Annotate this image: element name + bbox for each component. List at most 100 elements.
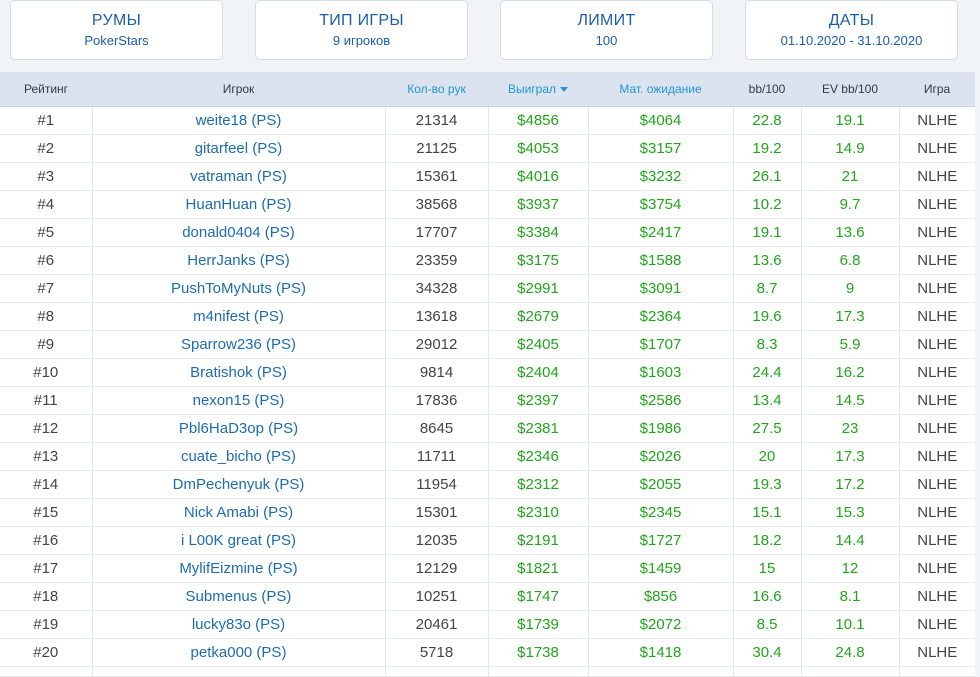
filter-limit[interactable]: ЛИМИТ 100 <box>500 0 713 60</box>
hands-cell: 15361 <box>385 162 489 191</box>
table-row[interactable]: #1 weite18 (PS) 21314 $4856 $4064 22.8 19.1 NLH… <box>0 106 975 135</box>
hands-cell: 34328 <box>385 274 489 303</box>
rank-cell: #4 <box>0 190 93 219</box>
game-cell: NLHE <box>899 610 975 639</box>
table-row[interactable]: #15 Nick Amabi (PS) 15301 $2310 $2345 15.1 15.… <box>0 498 975 527</box>
player-link[interactable]: Sparrow236 (PS) <box>92 330 386 359</box>
expected-value-cell: $1986 <box>588 414 734 443</box>
rank-cell: #10 <box>0 358 93 387</box>
filter-limit-title: ЛИМИТ <box>577 12 636 29</box>
table-row[interactable]: #5 donald0404 (PS) 17707 $3384 $2417 19.1 13.6… <box>0 218 975 247</box>
bb100-cell: 15.1 <box>733 498 802 527</box>
table-row[interactable]: #9 Sparrow236 (PS) 29012 $2405 $1707 8.3 5.9 NL… <box>0 330 975 359</box>
empty-cell <box>899 666 975 677</box>
table-row[interactable]: #4 HuanHuan (PS) 38568 $3937 $3754 10.2 9.7 NLH… <box>0 190 975 219</box>
player-link[interactable]: HuanHuan (PS) <box>92 190 386 219</box>
player-link[interactable]: Pbl6HaD3op (PS) <box>92 414 386 443</box>
hands-cell: 9814 <box>385 358 489 387</box>
player-link[interactable]: petka000 (PS) <box>92 638 386 667</box>
filter-game-type-value: 9 игроков <box>332 33 391 48</box>
table-row[interactable]: #3 vatraman (PS) 15361 $4016 $3232 26.1 21 NLHE <box>0 162 975 191</box>
table-row[interactable]: #7 PushToMyNuts (PS) 34328 $2991 $3091 8.7 9 NL… <box>0 274 975 303</box>
header-won[interactable]: Выиграл <box>488 72 588 107</box>
player-link[interactable]: weite18 (PS) <box>92 106 386 135</box>
game-cell: NLHE <box>899 638 975 667</box>
player-link[interactable]: i L00K great (PS) <box>92 526 386 555</box>
won-cell: $4016 <box>488 162 589 191</box>
ev-bb100-cell: 19.1 <box>801 106 900 135</box>
header-expected-value[interactable]: Мат. ожидание <box>588 72 733 107</box>
table-row[interactable]: #10 Bratishok (PS) 9814 $2404 $1603 24.4 16.2 N… <box>0 358 975 387</box>
header-player[interactable]: Игрок <box>92 72 385 107</box>
header-hands[interactable]: Кол-во рук <box>385 72 488 107</box>
ev-bb100-cell: 21 <box>801 162 900 191</box>
table-row[interactable]: #2 gitarfeel (PS) 21125 $4053 $3157 19.2 14.9 N… <box>0 134 975 163</box>
empty-cell <box>801 666 900 677</box>
expected-value-cell: $2345 <box>588 498 734 527</box>
table-row[interactable]: #8 m4nifest (PS) 13618 $2679 $2364 19.6 17.3 NL… <box>0 302 975 331</box>
player-link[interactable]: HerrJanks (PS) <box>92 246 386 275</box>
table-row[interactable]: #12 Pbl6HaD3op (PS) 8645 $2381 $1986 27.5 23 NL… <box>0 414 975 443</box>
leaderboard: Рейтинг Игрок Кол-во рук Выиграл Мат. ож… <box>0 72 975 677</box>
player-link[interactable]: vatraman (PS) <box>92 162 386 191</box>
hands-cell: 12035 <box>385 526 489 555</box>
table-row[interactable]: #20 petka000 (PS) 5718 $1738 $1418 30.4 24.8 NL… <box>0 638 975 667</box>
player-link[interactable]: DmPechenyuk (PS) <box>92 470 386 499</box>
hands-cell: 15301 <box>385 498 489 527</box>
header-game[interactable]: Игра <box>899 72 975 107</box>
player-link[interactable]: lucky83o (PS) <box>92 610 386 639</box>
player-link[interactable]: nexon15 (PS) <box>92 386 386 415</box>
ev-bb100-cell: 9 <box>801 274 900 303</box>
bb100-cell: 18.2 <box>733 526 802 555</box>
hands-cell: 12129 <box>385 554 489 583</box>
table-row[interactable]: #17 MylifEizmine (PS) 12129 $1821 $1459 15 12 N… <box>0 554 975 583</box>
player-link[interactable]: PushToMyNuts (PS) <box>92 274 386 303</box>
table-row[interactable]: #13 cuate_bicho (PS) 11711 $2346 $2026 20 17.3… <box>0 442 975 471</box>
player-link[interactable]: Bratishok (PS) <box>92 358 386 387</box>
table-row[interactable]: #11 nexon15 (PS) 17836 $2397 $2586 13.4 14.5 NL… <box>0 386 975 415</box>
table-row[interactable]: #6 HerrJanks (PS) 23359 $3175 $1588 13.6 6.8 NL… <box>0 246 975 275</box>
header-ev-bb100[interactable]: EV bb/100 <box>801 72 899 107</box>
won-cell: $2679 <box>488 302 589 331</box>
empty-cell <box>385 666 489 677</box>
empty-cell <box>0 666 93 677</box>
filter-dates-value: 01.10.2020 - 31.10.2020 <box>780 33 923 48</box>
hands-cell: 23359 <box>385 246 489 275</box>
ev-bb100-cell: 12 <box>801 554 900 583</box>
player-link[interactable]: donald0404 (PS) <box>92 218 386 247</box>
won-cell: $1821 <box>488 554 589 583</box>
hands-cell: 11954 <box>385 470 489 499</box>
table-row[interactable]: #18 Submenus (PS) 10251 $1747 $856 16.6 8.1 NLH… <box>0 582 975 611</box>
expected-value-cell: $1459 <box>588 554 734 583</box>
bb100-cell: 24.4 <box>733 358 802 387</box>
filter-dates[interactable]: ДАТЫ 01.10.2020 - 31.10.2020 <box>745 0 958 60</box>
game-cell: NLHE <box>899 302 975 331</box>
rank-cell: #17 <box>0 554 93 583</box>
player-link[interactable]: Submenus (PS) <box>92 582 386 611</box>
ev-bb100-cell: 13.6 <box>801 218 900 247</box>
header-rank[interactable]: Рейтинг <box>0 72 92 107</box>
game-cell: NLHE <box>899 358 975 387</box>
table-row[interactable]: #16 i L00K great (PS) 12035 $2191 $1727 18.2 1… <box>0 526 975 555</box>
ev-bb100-cell: 8.1 <box>801 582 900 611</box>
filter-rooms[interactable]: РУМЫ PokerStars <box>10 0 223 60</box>
table-row[interactable]: #14 DmPechenyuk (PS) 11954 $2312 $2055 19.3 17… <box>0 470 975 499</box>
game-cell: NLHE <box>899 246 975 275</box>
expected-value-cell: $1727 <box>588 526 734 555</box>
player-link[interactable]: m4nifest (PS) <box>92 302 386 331</box>
bb100-cell: 27.5 <box>733 414 802 443</box>
player-link[interactable]: cuate_bicho (PS) <box>92 442 386 471</box>
player-link[interactable]: MylifEizmine (PS) <box>92 554 386 583</box>
won-cell: $2991 <box>488 274 589 303</box>
won-cell: $2405 <box>488 330 589 359</box>
hands-cell: 5718 <box>385 638 489 667</box>
table-row[interactable]: #19 lucky83o (PS) 20461 $1739 $2072 8.5 10.1 NL… <box>0 610 975 639</box>
game-cell: NLHE <box>899 134 975 163</box>
filter-game-type[interactable]: ТИП ИГРЫ 9 игроков <box>255 0 468 60</box>
game-cell: NLHE <box>899 554 975 583</box>
game-cell: NLHE <box>899 526 975 555</box>
header-bb100[interactable]: bb/100 <box>733 72 801 107</box>
game-cell: NLHE <box>899 442 975 471</box>
player-link[interactable]: Nick Amabi (PS) <box>92 498 386 527</box>
player-link[interactable]: gitarfeel (PS) <box>92 134 386 163</box>
